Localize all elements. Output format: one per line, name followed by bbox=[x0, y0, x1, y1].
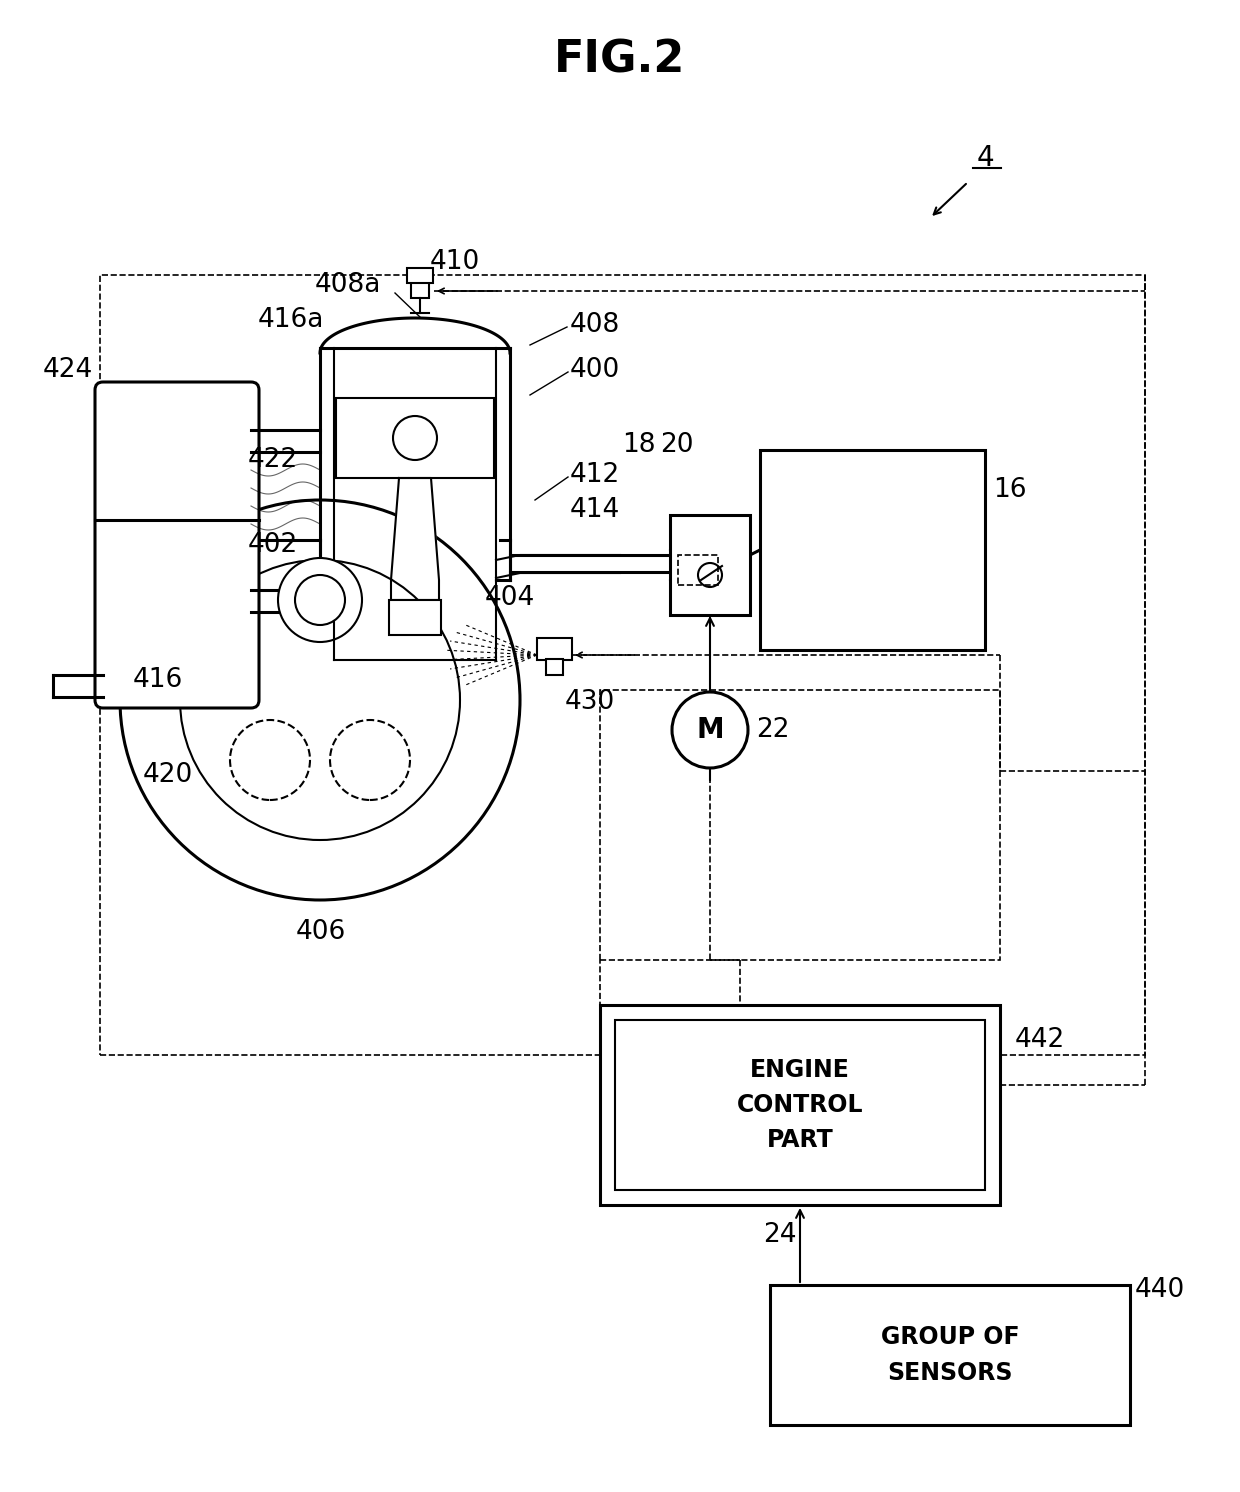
Text: 440: 440 bbox=[1135, 1277, 1185, 1303]
Text: 404: 404 bbox=[485, 585, 536, 612]
Text: 430: 430 bbox=[565, 689, 615, 715]
FancyBboxPatch shape bbox=[95, 382, 259, 709]
Text: 416a: 416a bbox=[258, 307, 325, 333]
Text: 412: 412 bbox=[570, 463, 620, 488]
Text: 408a: 408a bbox=[315, 272, 382, 298]
Bar bbox=[546, 659, 563, 674]
Text: ENGINE
CONTROL
PART: ENGINE CONTROL PART bbox=[737, 1058, 863, 1152]
Text: 424: 424 bbox=[42, 357, 93, 383]
Text: 410: 410 bbox=[430, 249, 480, 275]
Bar bbox=[615, 1021, 985, 1191]
Text: 400: 400 bbox=[570, 357, 620, 383]
Circle shape bbox=[393, 416, 436, 460]
Circle shape bbox=[278, 558, 362, 642]
Circle shape bbox=[229, 721, 310, 800]
Bar bbox=[389, 600, 441, 636]
Bar bbox=[537, 639, 572, 659]
Text: 4: 4 bbox=[976, 145, 993, 172]
Bar bbox=[770, 1285, 1130, 1425]
Circle shape bbox=[120, 500, 520, 900]
Bar bbox=[407, 269, 433, 283]
Text: 406: 406 bbox=[296, 919, 346, 944]
Text: M: M bbox=[696, 716, 724, 745]
Bar bbox=[678, 555, 718, 585]
Text: 16: 16 bbox=[993, 477, 1027, 503]
Circle shape bbox=[295, 574, 345, 625]
Circle shape bbox=[698, 562, 722, 586]
Text: 402: 402 bbox=[248, 533, 299, 558]
Bar bbox=[670, 515, 750, 615]
Text: 408: 408 bbox=[570, 312, 620, 339]
Bar bbox=[410, 278, 429, 298]
Text: 420: 420 bbox=[143, 762, 193, 788]
Polygon shape bbox=[391, 477, 439, 600]
Text: 416: 416 bbox=[133, 667, 184, 692]
Text: 24: 24 bbox=[764, 1222, 797, 1247]
Text: 22: 22 bbox=[756, 718, 790, 743]
Circle shape bbox=[330, 721, 410, 800]
Bar bbox=[760, 451, 985, 651]
Bar bbox=[336, 398, 494, 477]
Text: 422: 422 bbox=[248, 448, 299, 473]
Text: GROUP OF
SENSORS: GROUP OF SENSORS bbox=[880, 1325, 1019, 1385]
Text: 18: 18 bbox=[622, 433, 656, 458]
Bar bbox=[100, 275, 1145, 1055]
Circle shape bbox=[672, 692, 748, 768]
Text: 414: 414 bbox=[570, 497, 620, 524]
Text: FIG.2: FIG.2 bbox=[554, 39, 686, 82]
Text: 442: 442 bbox=[1016, 1026, 1065, 1053]
Text: 20: 20 bbox=[660, 433, 693, 458]
Bar bbox=[600, 1006, 999, 1206]
Circle shape bbox=[180, 560, 460, 840]
Bar bbox=[600, 689, 999, 959]
